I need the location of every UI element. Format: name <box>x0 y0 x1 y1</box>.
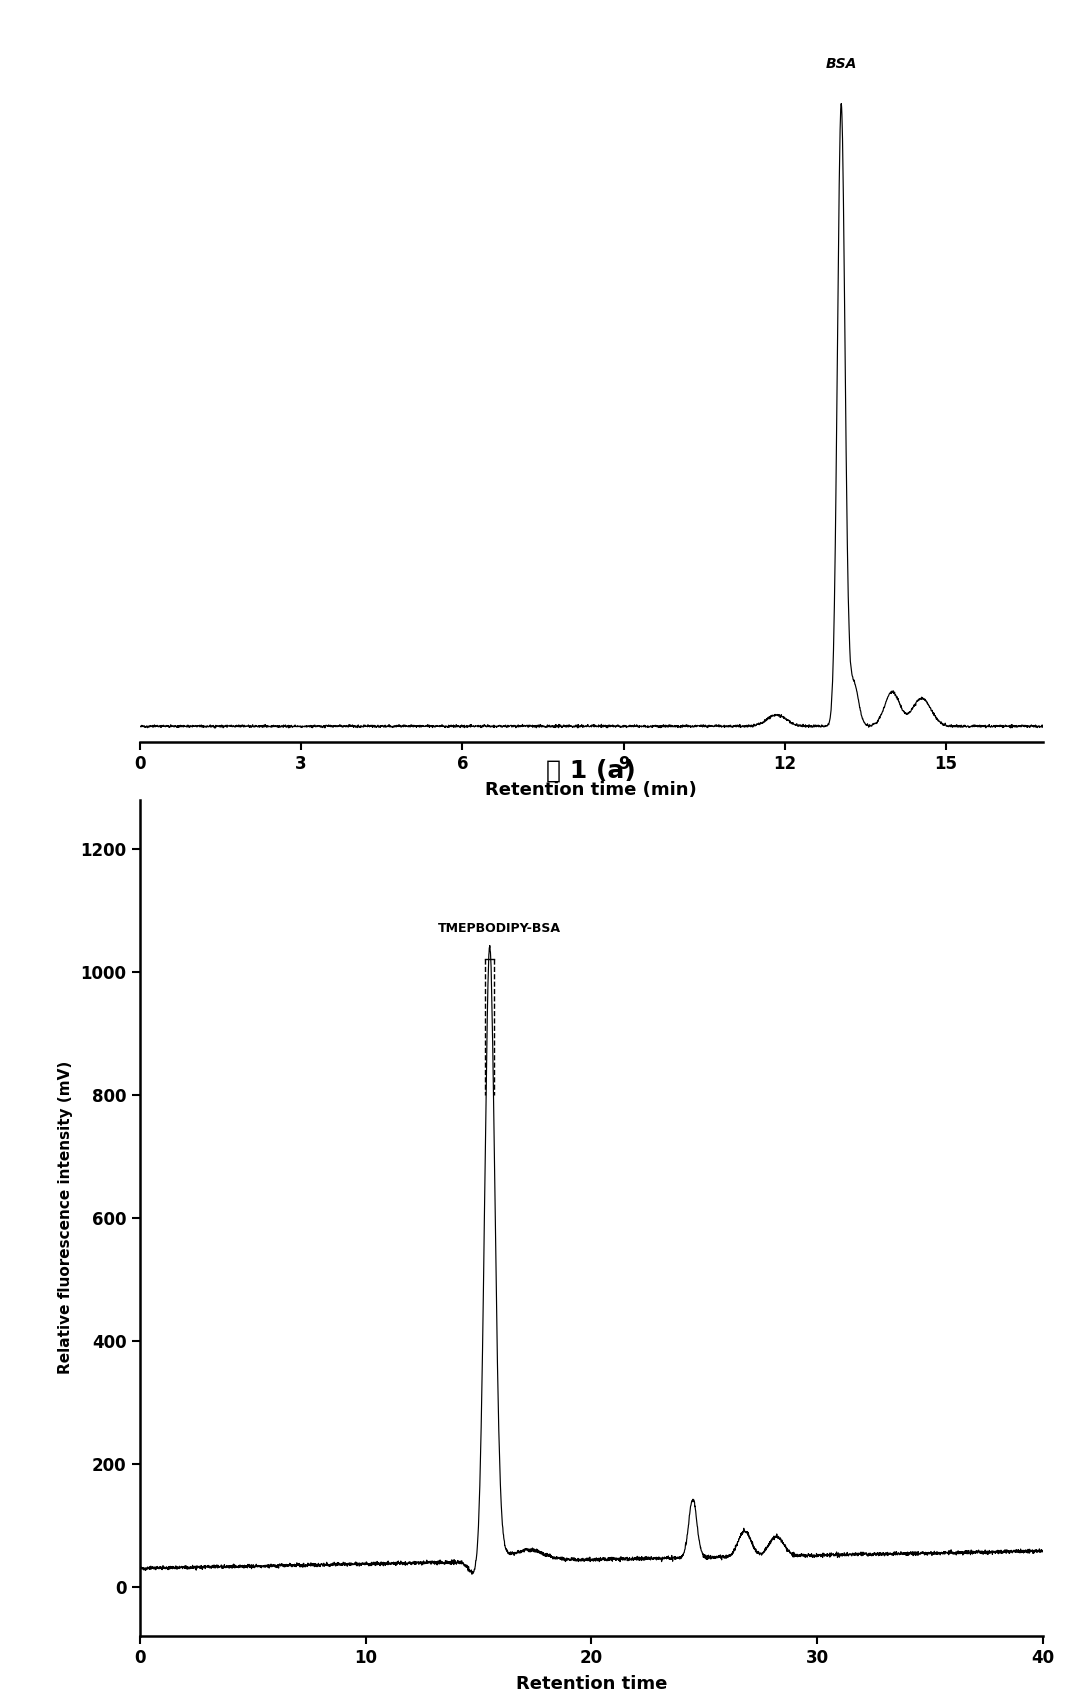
Text: 图 1 (a): 图 1 (a) <box>546 758 636 782</box>
Text: TMEPBODIPY-BSA: TMEPBODIPY-BSA <box>438 922 561 935</box>
Y-axis label: Relative fluorescence intensity (mV): Relative fluorescence intensity (mV) <box>58 1062 73 1375</box>
Text: BSA: BSA <box>826 58 857 72</box>
X-axis label: Retention time (min): Retention time (min) <box>486 780 697 799</box>
X-axis label: Retention time: Retention time <box>516 1675 666 1694</box>
